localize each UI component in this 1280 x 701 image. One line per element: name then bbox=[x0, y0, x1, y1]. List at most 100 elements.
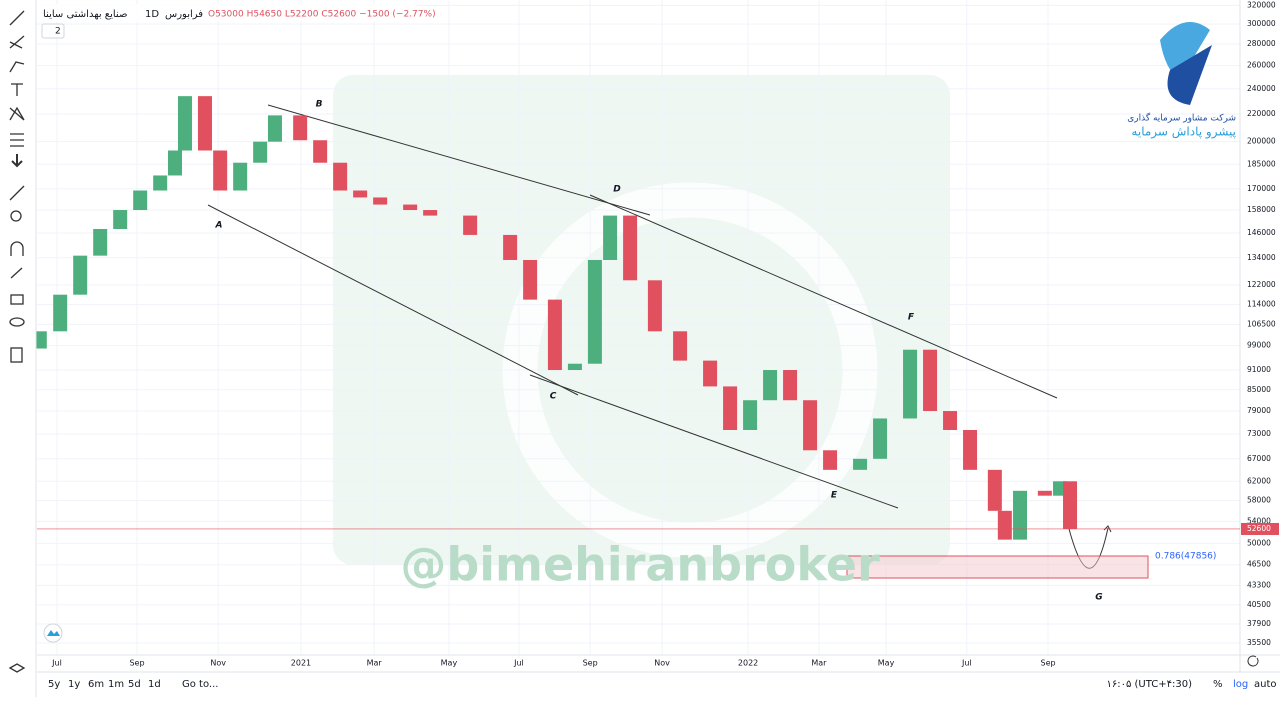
range-button[interactable]: 1y bbox=[68, 679, 80, 690]
y-tick-label: 85000 bbox=[1247, 385, 1271, 394]
range-button[interactable]: 6m bbox=[88, 679, 104, 690]
last-price-tag bbox=[1241, 522, 1279, 535]
goto-button[interactable]: Go to... bbox=[182, 679, 218, 690]
x-tick-label: Sep bbox=[129, 659, 144, 668]
indicator-count[interactable]: 2 bbox=[55, 27, 61, 37]
candle-body bbox=[353, 190, 368, 198]
tool-icons[interactable] bbox=[8, 10, 26, 673]
x-tick-label: Sep bbox=[1040, 659, 1055, 668]
y-tick-label: 122000 bbox=[1247, 280, 1276, 289]
candle-body bbox=[113, 210, 128, 229]
range-button[interactable]: 5y bbox=[48, 679, 60, 690]
candle-body bbox=[333, 162, 348, 191]
candle-body bbox=[233, 162, 248, 191]
candle-body bbox=[673, 331, 688, 361]
x-tick-label: 2021 bbox=[291, 659, 311, 668]
y-tick-label: 35500 bbox=[1247, 638, 1271, 647]
candle-body bbox=[267, 115, 282, 142]
candle-body bbox=[503, 234, 518, 260]
range-button[interactable]: 1m bbox=[108, 679, 124, 690]
label-f: F bbox=[908, 313, 915, 323]
auto-toggle[interactable]: auto bbox=[1254, 679, 1277, 690]
x-tick-label: Jul bbox=[961, 659, 972, 668]
header-bg bbox=[37, 4, 417, 22]
candle-body bbox=[93, 228, 108, 256]
candle-body bbox=[783, 370, 798, 401]
candle-body bbox=[73, 255, 88, 295]
candle-body bbox=[167, 150, 182, 176]
candle-body bbox=[823, 450, 838, 470]
x-tick-label: Nov bbox=[210, 659, 226, 668]
indicator-toggle[interactable] bbox=[41, 23, 65, 39]
y-tick-label: 200000 bbox=[1247, 137, 1276, 146]
candle-body bbox=[743, 400, 758, 430]
ohlc: O53000 H54650 L52200 C52600 −1500 (−2.77… bbox=[208, 10, 436, 20]
y-tick-label: 320000 bbox=[1247, 0, 1276, 9]
x-tick-label: 2022 bbox=[738, 659, 758, 668]
logo-shape bbox=[1160, 22, 1210, 80]
candle-body bbox=[997, 510, 1012, 540]
y-tick-label: 300000 bbox=[1247, 19, 1276, 28]
candle-body bbox=[293, 115, 308, 141]
y-tick-label: 114000 bbox=[1247, 300, 1276, 309]
candle-body bbox=[943, 411, 958, 430]
candle-body bbox=[963, 429, 978, 470]
candle-body bbox=[423, 210, 438, 216]
candle-body bbox=[403, 204, 418, 211]
label-a: A bbox=[215, 221, 223, 231]
settings-icon[interactable] bbox=[1247, 655, 1259, 667]
y-tick-label: 134000 bbox=[1247, 253, 1276, 262]
last-price-label: 52600 bbox=[1247, 524, 1271, 533]
candle-body bbox=[1037, 490, 1052, 496]
y-tick-label: 91000 bbox=[1247, 365, 1271, 374]
y-tick-label: 46500 bbox=[1247, 560, 1271, 569]
interval: 1D bbox=[145, 9, 159, 20]
label-c: C bbox=[550, 392, 557, 402]
y-tick-label: 240000 bbox=[1247, 84, 1276, 93]
candle-body bbox=[803, 400, 818, 451]
logo-mark bbox=[47, 630, 60, 636]
y-tick-label: 37900 bbox=[1247, 619, 1271, 628]
log-toggle[interactable]: log bbox=[1233, 679, 1248, 690]
candle-body bbox=[523, 259, 538, 300]
label-b: B bbox=[316, 100, 323, 110]
candle-body bbox=[1013, 490, 1028, 540]
watermark-text: @bimehiranbroker bbox=[400, 538, 880, 592]
logo-line1: شرکت مشاور سرمایه گذاری bbox=[1127, 112, 1236, 124]
y-tick-label: 158000 bbox=[1247, 205, 1276, 214]
label-e: E bbox=[831, 491, 838, 501]
logo-shape bbox=[1167, 45, 1212, 105]
y-tick-label: 79000 bbox=[1247, 406, 1271, 415]
candle-body bbox=[197, 96, 212, 151]
x-tick-label: Jul bbox=[51, 659, 62, 668]
candle-body bbox=[463, 215, 478, 235]
symbol: صنایع بهداشتی ساینا bbox=[43, 9, 127, 20]
range-button[interactable]: 5d bbox=[128, 679, 141, 690]
percent-toggle[interactable]: % bbox=[1213, 679, 1223, 690]
x-tick-label: Mar bbox=[367, 659, 383, 668]
candle-body bbox=[873, 418, 888, 459]
target-zone bbox=[846, 555, 1149, 579]
candle-body bbox=[177, 96, 192, 151]
candle-body bbox=[547, 299, 562, 371]
y-tick-label: 170000 bbox=[1247, 184, 1276, 193]
x-tick-label: Mar bbox=[811, 659, 827, 668]
y-tick-label: 146000 bbox=[1247, 228, 1276, 237]
trendlines bbox=[207, 104, 1112, 569]
candle-body bbox=[903, 349, 918, 419]
y-tick-label: 185000 bbox=[1247, 159, 1276, 168]
x-tick-label: Jul bbox=[513, 659, 524, 668]
candle-body bbox=[723, 386, 738, 430]
y-tick-label: 220000 bbox=[1247, 109, 1276, 118]
x-tick-label: Sep bbox=[583, 659, 598, 668]
candle-body bbox=[703, 360, 718, 387]
y-tick-label: 260000 bbox=[1247, 61, 1276, 70]
candle-body bbox=[373, 197, 388, 205]
candle-body bbox=[153, 175, 168, 191]
y-tick-label: 40500 bbox=[1247, 600, 1271, 609]
watermark-logo bbox=[333, 75, 950, 565]
range-button[interactable]: 1d bbox=[148, 679, 161, 690]
x-tick-label: May bbox=[441, 659, 458, 668]
x-tick-label: Nov bbox=[654, 659, 670, 668]
